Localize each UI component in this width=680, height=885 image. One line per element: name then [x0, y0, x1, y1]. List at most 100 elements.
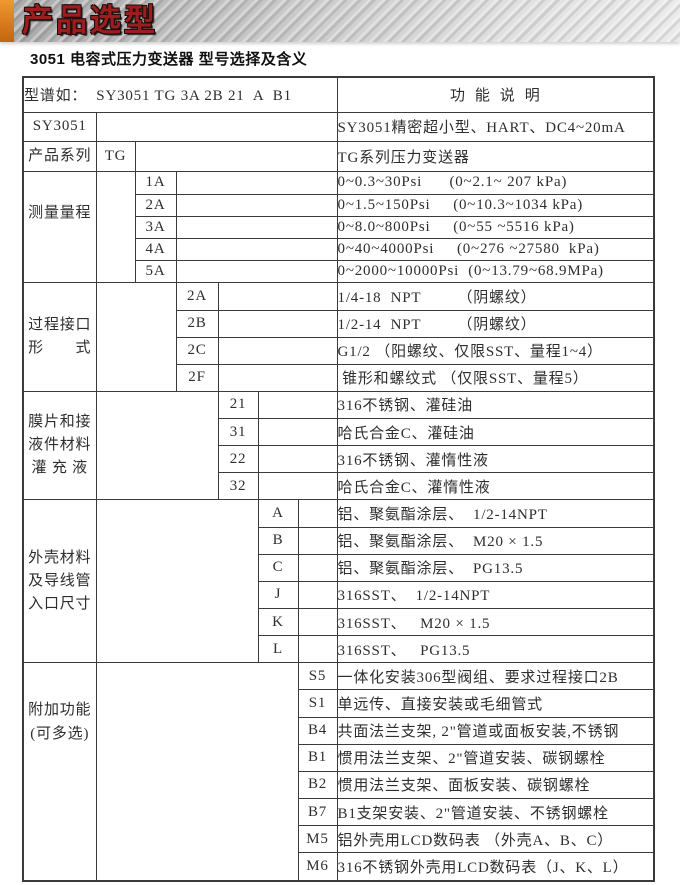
- code-cell: B: [257, 526, 299, 555]
- code-cell: S5: [297, 662, 338, 691]
- table-row: 22 316不锈钢、灌惰性液: [23, 445, 655, 474]
- spacer-cell: [217, 282, 338, 311]
- code-cell: K: [257, 608, 299, 637]
- code-cell: 21: [217, 390, 259, 420]
- code-cell: TG: [95, 141, 136, 173]
- code-cell: 2A: [175, 282, 219, 311]
- table-row: 附加功能 (可多选) S5 一体化安装306型阀组、要求过程接口2B: [22, 662, 655, 882]
- spacer-cell: [95, 282, 177, 392]
- code-cell: J: [257, 580, 299, 610]
- table-row: SY3051 SY3051精密超小型、HART、DC4~20mA: [22, 111, 655, 143]
- desc-cell: TG系列压力变送器: [336, 141, 655, 173]
- table-row: 2B 1/2-14 NPT （阴螺纹）: [23, 309, 655, 338]
- table-row: 产品系列 TG TG系列压力变送器: [22, 141, 655, 173]
- table-row: 测量量程 1A 0~0.3~30Psi (0~2.1~ 207 kPa): [22, 171, 655, 284]
- table-row: B1 惯用法兰支架、2"管道安装、碳钢螺栓: [23, 743, 655, 772]
- table-row: B4 共面法兰支架, 2"管道或面板安装,不锈钢: [23, 716, 655, 745]
- desc-cell: G1/2 （阳螺纹、仅限SST、量程1~4）: [336, 336, 655, 365]
- code-cell: 2F: [175, 363, 219, 392]
- section-label-process-connection: 过程接口 形 式: [22, 282, 97, 392]
- function-desc-header: 功 能 说 明: [336, 76, 655, 113]
- code-cell: 2C: [175, 336, 219, 365]
- spacer-cell: [217, 363, 338, 392]
- table-row: S1 单远传、直接安装或毛细管式: [23, 689, 655, 718]
- spacer-cell: [257, 472, 338, 501]
- table-row: 31 哈氏合金C、灌硅油: [23, 418, 655, 447]
- section-label-diaphragm-material: 膜片和接 液件材料 灌 充 液: [22, 390, 97, 501]
- spacer-cell: [257, 418, 338, 447]
- table-row: L 316SST、 PG13.5: [23, 635, 655, 664]
- spacer-cell: [95, 499, 259, 664]
- code-cell: B7: [297, 798, 338, 827]
- spacer-cell: [217, 309, 338, 338]
- spacer-cell: [95, 111, 338, 143]
- page-title: 产品选型: [22, 3, 158, 38]
- code-cell: 1A: [134, 171, 177, 195]
- desc-cell: 惯用法兰支架、面板安装、碳钢螺栓: [336, 770, 655, 800]
- table-row: M6 316不锈钢外壳用LCD数码表（J、K、L）: [23, 852, 655, 882]
- code-cell: 2A: [134, 193, 177, 217]
- section-label-additional-functions: 附加功能 (可多选): [22, 662, 97, 882]
- table-row: J 316SST、 1/2-14NPT: [23, 580, 655, 610]
- desc-cell: 316不锈钢、灌惰性液: [336, 445, 655, 474]
- code-cell: A: [257, 499, 299, 528]
- section-label-sy3051: SY3051: [22, 111, 97, 143]
- desc-cell: 1/2-14 NPT （阴螺纹）: [336, 309, 655, 338]
- desc-cell: 一体化安装306型阀组、要求过程接口2B: [336, 662, 655, 691]
- code-cell: 31: [217, 418, 259, 447]
- section-label-product-series: 产品系列: [22, 141, 97, 173]
- spacer-cell: [95, 662, 299, 882]
- model-code-header: 型谱如： SY3051 TG 3A 2B 21 A B1: [22, 76, 338, 113]
- code-cell: C: [257, 553, 299, 582]
- desc-cell: 0~8.0~800Psi (0~55 ~5516 kPa): [336, 215, 655, 239]
- desc-cell: 0~40~4000Psi (0~276 ~27580 kPa): [336, 237, 655, 262]
- code-cell: M5: [297, 825, 338, 854]
- desc-cell: 铝、聚氨酯涂层、 PG13.5: [336, 553, 655, 582]
- spacer-cell: [297, 499, 338, 528]
- desc-cell: 316不锈钢外壳用LCD数码表（J、K、L）: [336, 852, 655, 882]
- code-cell: M6: [297, 852, 338, 882]
- spacer-cell: [95, 390, 219, 501]
- desc-cell: 0~1.5~150Psi (0~10.3~1034 kPa): [336, 193, 655, 217]
- desc-cell: 0~0.3~30Psi (0~2.1~ 207 kPa): [336, 171, 655, 195]
- desc-cell: 铝、聚氨酯涂层、 1/2-14NPT: [336, 499, 655, 528]
- spacer-cell: [297, 526, 338, 555]
- table-row: 外壳材料 及导线管 入口尺寸 A 铝、聚氨酯涂层、 1/2-14NPT: [22, 499, 655, 664]
- code-cell: B4: [297, 716, 338, 745]
- section-label-housing-material: 外壳材料 及导线管 入口尺寸: [22, 499, 97, 664]
- code-cell: B1: [297, 743, 338, 772]
- table-row: M5 铝外壳用LCD数码表 （外壳A、B、C）: [23, 825, 655, 854]
- spacer-cell: [134, 141, 338, 173]
- desc-cell: 惯用法兰支架、2"管道安装、碳钢螺栓: [336, 743, 655, 772]
- desc-cell: B1支架安装、2"管道安装、不锈钢螺栓: [336, 798, 655, 827]
- desc-cell: 哈氏合金C、灌惰性液: [336, 472, 655, 501]
- code-cell: B2: [297, 770, 338, 800]
- table-row: 过程接口 形 式 2A 1/4-18 NPT （阴螺纹）: [22, 282, 655, 392]
- table-row: 32 哈氏合金C、灌惰性液: [23, 472, 655, 501]
- desc-cell: 哈氏合金C、灌硅油: [336, 418, 655, 447]
- table-row: 膜片和接 液件材料 灌 充 液 21 316不锈钢、灌硅油: [22, 390, 655, 501]
- spacer-cell: [95, 171, 136, 284]
- spacer-cell: [257, 445, 338, 474]
- table-row: 2A 0~1.5~150Psi (0~10.3~1034 kPa): [23, 193, 655, 217]
- table-row: C 铝、聚氨酯涂层、 PG13.5: [23, 553, 655, 582]
- table-row: 2F 锥形和螺纹式 （仅限SST、量程5）: [23, 363, 655, 392]
- table-row: B2 惯用法兰支架、面板安装、碳钢螺栓: [23, 770, 655, 800]
- table-row: 3A 0~8.0~800Psi (0~55 ~5516 kPa): [23, 215, 655, 239]
- section-label-measuring-range: 测量量程: [22, 171, 97, 284]
- table-row: 4A 0~40~4000Psi (0~276 ~27580 kPa): [23, 237, 655, 262]
- table-row: 5A 0~2000~10000Psi (0~13.79~68.9MPa): [23, 260, 655, 284]
- code-cell: 32: [217, 472, 259, 501]
- code-cell: 2B: [175, 309, 219, 338]
- desc-cell: 1/4-18 NPT （阴螺纹）: [336, 282, 655, 311]
- code-cell: S1: [297, 689, 338, 718]
- desc-cell: 锥形和螺纹式 （仅限SST、量程5）: [336, 363, 655, 392]
- table-row: 2C G1/2 （阳螺纹、仅限SST、量程1~4）: [23, 336, 655, 365]
- table-row: B7 B1支架安装、2"管道安装、不锈钢螺栓: [23, 798, 655, 827]
- spacer-cell: [297, 580, 338, 610]
- spacer-cell: [175, 171, 338, 195]
- table-row: K 316SST、 M20 × 1.5: [23, 608, 655, 637]
- spacer-cell: [175, 260, 338, 284]
- desc-cell: 铝外壳用LCD数码表 （外壳A、B、C）: [336, 825, 655, 854]
- desc-cell: 316SST、 1/2-14NPT: [336, 580, 655, 610]
